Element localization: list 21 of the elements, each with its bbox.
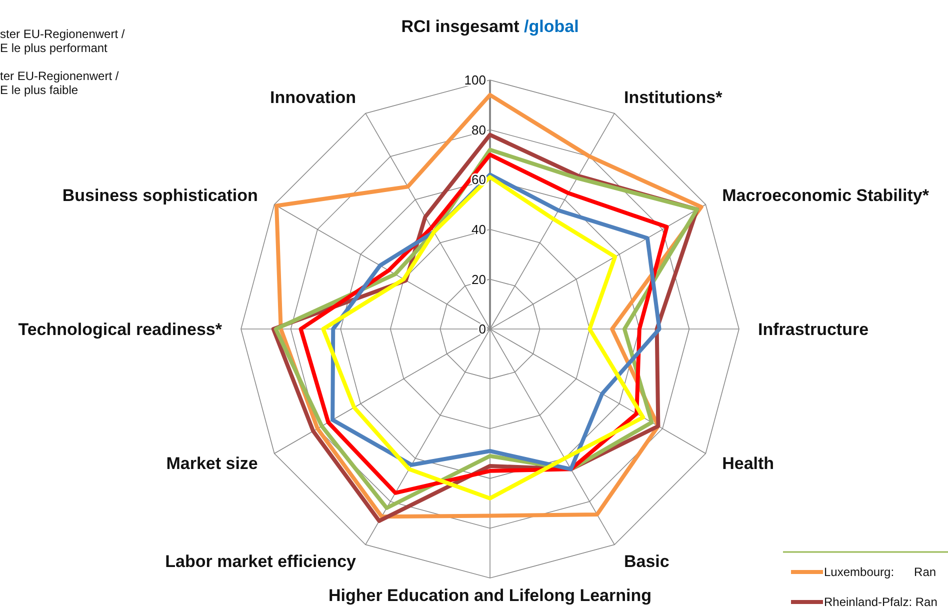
spoke-label: Higher Education and Lifelong Learning [328,586,652,605]
legend-label: Rheinland-Pfalz: Ran [824,595,938,610]
spoke-label: Labor market efficiency [165,552,357,572]
spoke-label: Basic [624,552,670,572]
y-tick-label: 20 [472,272,486,287]
spoke-label: Institutions* [624,88,723,107]
spoke-label: Infrastructure [758,320,869,339]
y-tick-label: 40 [472,222,486,237]
spoke-label: Macroeconomic Stability* [722,186,930,205]
spoke-label: Innovation [270,88,356,107]
spoke-label: RCI insgesamt /global [401,16,579,36]
spoke-label: Business sophistication [62,186,258,205]
spoke-label: Technological readiness* [18,320,222,339]
y-tick-label: 80 [472,122,486,138]
text: ter EU-Regionenwert / E le plus faible [0,69,120,97]
spoke-label: Health [722,454,774,473]
legend-label: Luxembourg: Ran [824,565,936,580]
text: ster EU-Regionenwert / E le plus performant [0,27,126,55]
y-tick-label: 0 [478,322,486,337]
spoke-label: Market size [166,454,258,473]
y-tick-label: 100 [464,72,486,88]
